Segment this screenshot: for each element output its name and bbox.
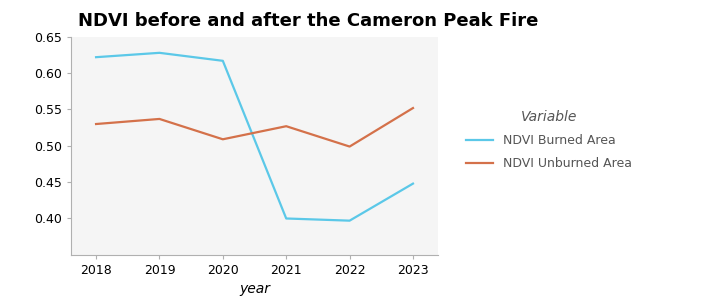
Legend: NDVI Burned Area, NDVI Unburned Area: NDVI Burned Area, NDVI Unburned Area [460, 104, 638, 177]
Text: NDVI before and after the Cameron Peak Fire: NDVI before and after the Cameron Peak F… [78, 12, 539, 30]
X-axis label: year: year [239, 282, 270, 296]
